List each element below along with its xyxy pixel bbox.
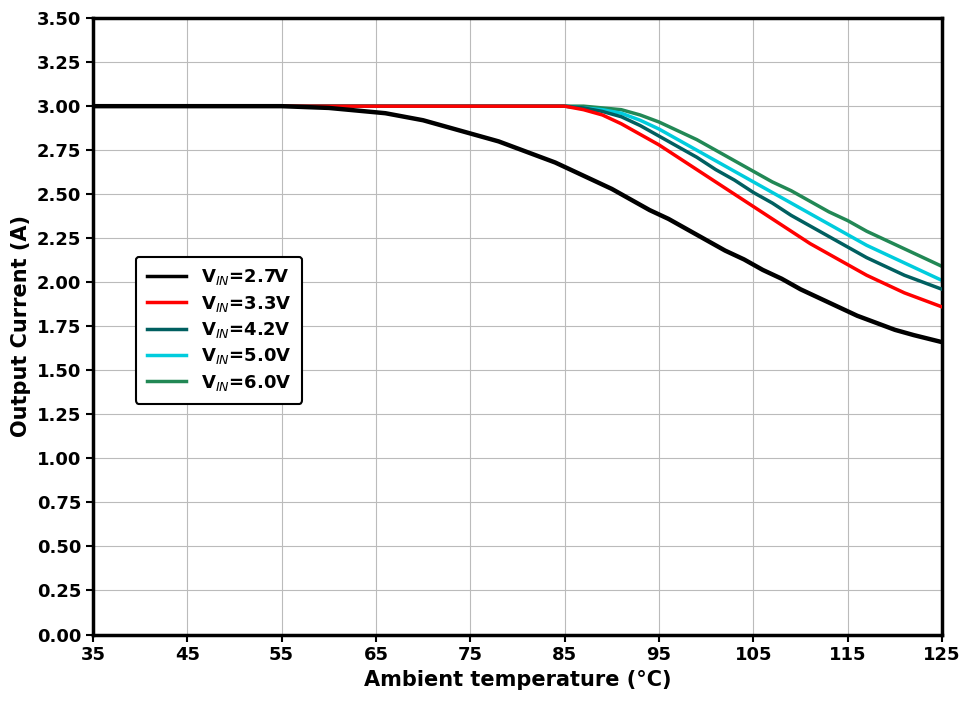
Legend: V$_{IN}$=2.7V, V$_{IN}$=3.3V, V$_{IN}$=4.2V, V$_{IN}$=5.0V, V$_{IN}$=6.0V: V$_{IN}$=2.7V, V$_{IN}$=3.3V, V$_{IN}$=4…: [136, 257, 302, 404]
X-axis label: Ambient temperature (°C): Ambient temperature (°C): [364, 670, 672, 690]
Y-axis label: Output Current (A): Output Current (A): [11, 215, 31, 437]
